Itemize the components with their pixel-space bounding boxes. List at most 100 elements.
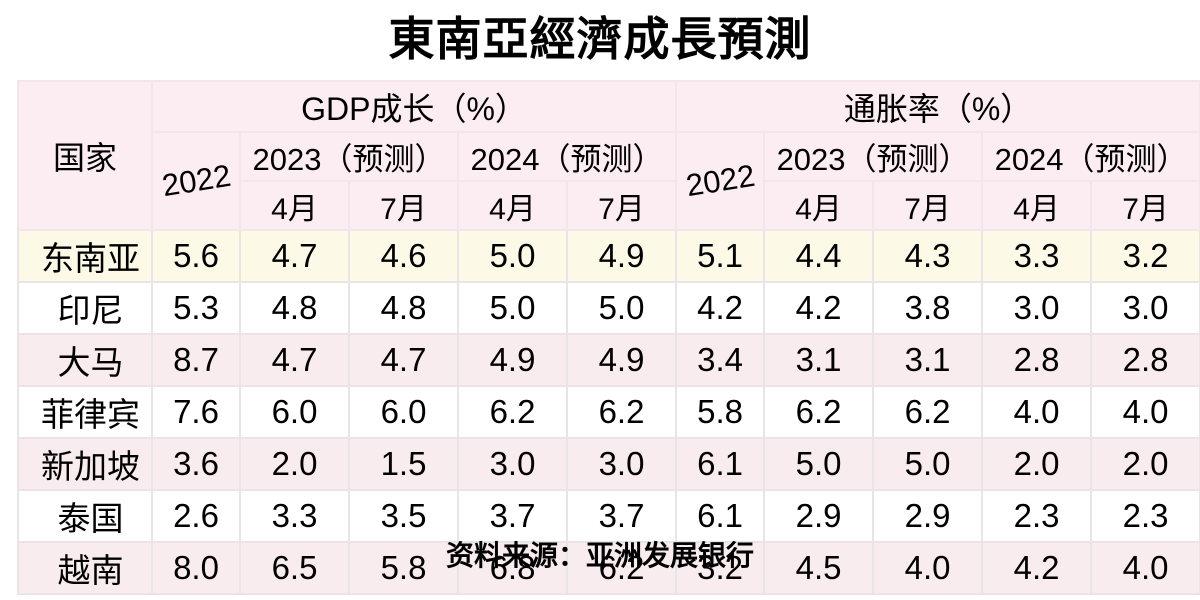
econ-table-container: 国家 GDP成长（%） 通胀率（%） 2022 2023（预测） 2024（预测… (17, 80, 1200, 595)
value-cell: 5.8 (348, 541, 459, 595)
value-cell: 5.8 (675, 385, 766, 439)
value-cell: 2.6 (151, 489, 241, 543)
value-cell: 3.8 (872, 281, 984, 335)
value-cell: 5.1 (675, 229, 766, 283)
value-cell: 4.0 (1090, 541, 1200, 595)
value-cell: 4.4 (763, 229, 875, 283)
country-header-cell: 国家 (17, 80, 153, 231)
value-cell: 4.9 (565, 229, 678, 283)
value-cell: 6.2 (763, 385, 875, 439)
value-cell: 4.5 (763, 541, 875, 595)
value-cell: 3.1 (763, 333, 875, 387)
table-row: 越南 8.0 6.5 5.8 6.8 6.2 3.2 4.5 4.0 4.2 4… (17, 541, 1200, 595)
july-header: 7月 (872, 180, 984, 231)
table-row: 大马 8.7 4.7 4.7 4.9 4.9 3.4 3.1 3.1 2.8 2… (17, 333, 1200, 387)
gdp-year-2022-header: 2022 (151, 131, 241, 231)
value-cell: 6.2 (565, 385, 678, 439)
value-cell: 2.0 (239, 437, 350, 491)
value-cell: 4.9 (565, 333, 678, 387)
value-cell: 4.9 (457, 333, 568, 387)
value-cell: 3.3 (239, 489, 350, 543)
year-label: 2022 (683, 157, 757, 204)
inflation-forecast-2024-header: 2024（预测） (981, 131, 1200, 182)
value-cell: 6.1 (675, 437, 766, 491)
value-cell: 5.3 (151, 281, 241, 335)
value-cell: 2.0 (1090, 437, 1200, 491)
table-row: 东南亚 5.6 4.7 4.6 5.0 4.9 5.1 4.4 4.3 3.3 … (17, 229, 1200, 283)
value-cell: 4.7 (239, 333, 350, 387)
source-note: 资料来源：亚洲发展银行 (445, 540, 754, 571)
value-cell: 5.0 (457, 281, 568, 335)
value-cell: 3.2 (1090, 229, 1200, 283)
value-cell: 5.0 (872, 437, 984, 491)
value-cell: 3.0 (1090, 281, 1200, 335)
header-row-months: 4月 7月 4月 7月 4月 7月 4月 7月 (18, 180, 1200, 231)
value-cell: 4.0 (981, 385, 1093, 439)
value-cell: 4.7 (348, 333, 459, 387)
value-cell: 3.3 (981, 229, 1093, 283)
value-cell: 4.6 (348, 229, 459, 283)
value-cell: 4.8 (348, 281, 459, 335)
value-cell: 4.8 (239, 281, 350, 335)
gdp-group-header: GDP成长（%） (150, 80, 678, 133)
value-cell: 3.0 (457, 437, 568, 491)
value-cell: 3.7 (457, 489, 568, 543)
value-cell: 3.6 (151, 437, 241, 491)
april-header: 4月 (981, 180, 1093, 231)
country-cell: 新加坡 (17, 437, 153, 491)
country-cell: 印尼 (17, 281, 153, 335)
value-cell: 3.7 (565, 489, 678, 543)
gdp-forecast-2023-header: 2023（预测） (239, 131, 459, 182)
inflation-group-header: 通胀率（%） (675, 80, 1200, 133)
value-cell: 4.0 (872, 541, 984, 595)
value-cell: 8.0 (151, 541, 241, 595)
value-cell: 6.5 (239, 541, 350, 595)
inflation-year-2022-header: 2022 (675, 131, 766, 231)
july-header: 7月 (565, 180, 678, 231)
value-cell: 4.2 (763, 281, 875, 335)
value-cell: 3.5 (348, 489, 459, 543)
value-cell: 5.0 (565, 281, 678, 335)
value-cell: 3.0 (565, 437, 678, 491)
value-cell: 2.9 (763, 489, 875, 543)
value-cell: 6.2 (565, 541, 678, 595)
value-cell: 6.1 (675, 489, 766, 543)
value-cell: 2.8 (1090, 333, 1200, 387)
value-cell: 5.0 (457, 229, 568, 283)
value-cell: 4.2 (675, 281, 766, 335)
value-cell: 6.2 (872, 385, 984, 439)
april-header: 4月 (763, 180, 875, 231)
april-header: 4月 (239, 180, 350, 231)
econ-table: 国家 GDP成长（%） 通胀率（%） 2022 2023（预测） 2024（预测… (17, 80, 1200, 595)
value-cell: 4.0 (1090, 385, 1200, 439)
value-cell: 2.9 (872, 489, 984, 543)
header-row-years: 2022 2023（预测） 2024（预测） 2022 2023（预测） 202… (18, 131, 1200, 231)
value-cell: 5.0 (763, 437, 875, 491)
country-cell: 东南亚 (17, 229, 153, 283)
header-row-groups: 国家 GDP成长（%） 通胀率（%） (17, 80, 1200, 231)
value-cell: 4.3 (872, 229, 984, 283)
july-header: 7月 (1090, 180, 1200, 231)
country-cell: 泰国 (17, 489, 153, 543)
value-cell: 5.6 (151, 229, 241, 283)
country-cell: 大马 (17, 333, 153, 387)
value-cell: 8.7 (151, 333, 241, 387)
inflation-forecast-2023-header: 2023（预测） (763, 131, 984, 182)
value-cell: 3.2 (675, 541, 766, 595)
value-cell: 6.0 (348, 385, 459, 439)
country-cell: 菲律宾 (17, 385, 153, 439)
value-cell: 2.0 (981, 437, 1093, 491)
value-cell: 4.2 (981, 541, 1093, 595)
value-cell: 6.2 (457, 385, 568, 439)
value-cell: 2.8 (981, 333, 1093, 387)
value-cell: 2.3 (1090, 489, 1200, 543)
value-cell: 3.0 (981, 281, 1093, 335)
page-title: 東南亞經濟成長預測 (388, 13, 812, 65)
table-row: 印尼 5.3 4.8 4.8 5.0 5.0 4.2 4.2 3.8 3.0 3… (17, 281, 1200, 335)
value-cell: 3.1 (872, 333, 984, 387)
value-cell: 2.3 (981, 489, 1093, 543)
year-label: 2022 (159, 157, 233, 204)
value-cell: 4.7 (239, 229, 350, 283)
value-cell: 1.5 (348, 437, 459, 491)
april-header: 4月 (457, 180, 568, 231)
